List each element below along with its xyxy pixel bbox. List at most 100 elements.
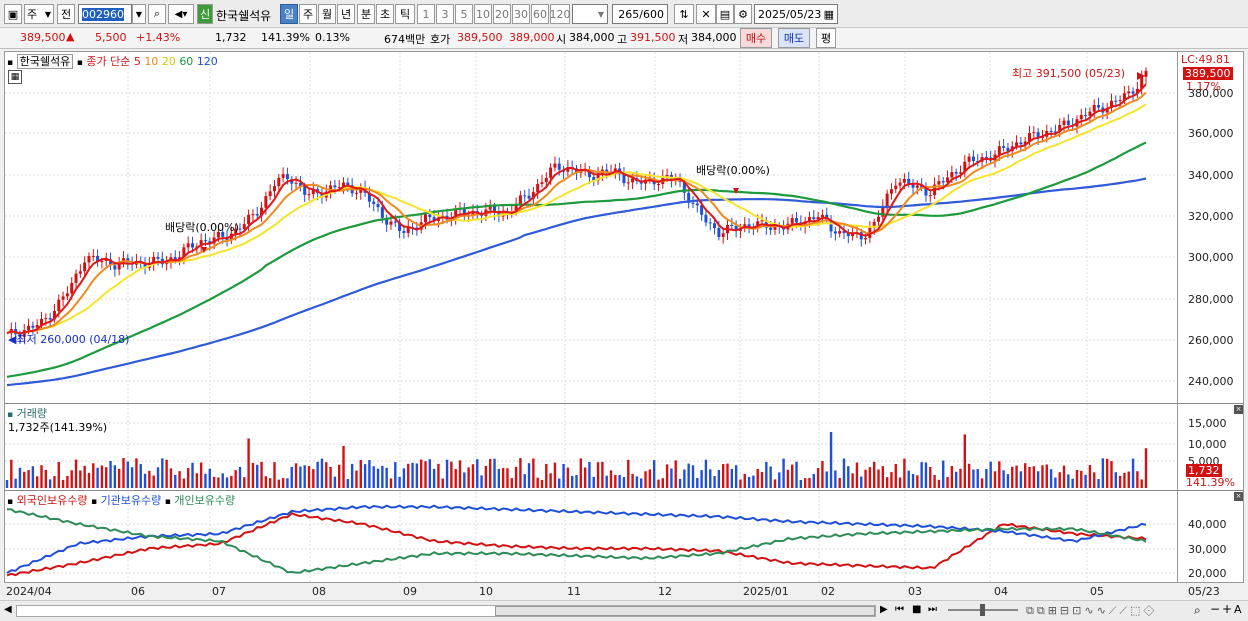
volume-bar [1019, 471, 1023, 488]
volume-bar [596, 462, 600, 488]
zoom-search-icon[interactable]: ⌕ [1194, 603, 1201, 617]
volume-bar [191, 462, 194, 488]
close-icon[interactable]: × [1234, 405, 1243, 414]
interval-120[interactable]: 120 [550, 4, 571, 24]
tab-day[interactable]: 일 [280, 4, 298, 24]
crosshair-icon[interactable]: ✕ [696, 4, 716, 24]
tab-year[interactable]: 년 [337, 4, 355, 24]
count-input[interactable]: 265/600 [612, 4, 668, 24]
candle-body [311, 189, 315, 195]
volume-bar [480, 475, 483, 488]
drawing-tools-icon[interactable]: ⧉⧉⊞⊟⊡∿∿⟋⟋⬚⟐ [1026, 604, 1158, 617]
period-select[interactable]: 주 ▼ [24, 4, 54, 24]
zoom-slider[interactable] [948, 604, 1018, 616]
chevron-down-icon[interactable]: ▼ [132, 4, 146, 24]
forward-icon[interactable]: ⏭ [928, 604, 937, 615]
x-label: 05/23 [1188, 585, 1220, 598]
stock-legend-name[interactable]: 한국쉘석유 [16, 54, 74, 69]
toolbar: ▣ 주 ▼ 전 002960 ▼ ⌕ ◀▾ 신 한국쉘석유 일 주 월 년 분 초… [0, 0, 1248, 28]
rewind-icon[interactable]: ⏮ [895, 604, 904, 615]
candle-body [631, 178, 635, 183]
candle-body [423, 214, 427, 223]
volume-bar [985, 469, 988, 488]
scroll-right-icon[interactable]: ▶ [880, 604, 888, 615]
volume-bar [622, 477, 626, 488]
interval-60[interactable]: 60 [531, 4, 549, 24]
volume-bar [489, 459, 492, 488]
stop-icon[interactable]: ■ [912, 604, 922, 615]
last-volume-tag: 1,732 [1186, 464, 1222, 477]
volume-bar [670, 468, 673, 488]
volume-bar [1058, 472, 1061, 488]
candle-body [242, 224, 246, 230]
interval-10[interactable]: 10 [474, 4, 492, 24]
candle-body [303, 186, 307, 195]
scroll-left-icon[interactable]: ◀ [4, 604, 12, 615]
zoom-out-icon[interactable]: − [1210, 602, 1221, 616]
save-icon[interactable]: ▤ [716, 4, 734, 24]
zoom-in-icon[interactable]: + [1222, 602, 1233, 616]
volume-bar [18, 467, 22, 488]
tab-second[interactable]: 초 [376, 4, 394, 24]
chart-area[interactable] [4, 51, 1178, 583]
grid-toggle-icon[interactable]: ▦ [8, 70, 22, 84]
lc-label: LC:49.81 [1181, 53, 1231, 66]
tab-tick[interactable]: 틱 [395, 4, 415, 24]
interval-5[interactable]: 5 [455, 4, 473, 24]
close-icon[interactable]: × [1234, 492, 1243, 501]
volume-bar [1067, 474, 1070, 488]
candle-body [656, 184, 660, 186]
volume-bar [782, 458, 785, 488]
candle-body [687, 192, 691, 203]
tab-minute[interactable]: 분 [357, 4, 375, 24]
volume-bar [903, 458, 906, 488]
y-tick: 260,000 [1188, 334, 1234, 347]
chart-type-icon[interactable]: ⇅ [674, 4, 694, 24]
buy-button[interactable]: 매수 [740, 28, 772, 48]
candle-body [285, 174, 289, 180]
volume-bar [609, 470, 613, 488]
font-size-icon[interactable]: A [1234, 603, 1242, 616]
zoom-slider-handle[interactable] [980, 604, 985, 616]
window-icon[interactable]: ▣ [4, 4, 22, 24]
volume-bar [454, 469, 457, 488]
gear-icon[interactable]: ⚙ [734, 4, 752, 24]
volume-bar [868, 467, 872, 488]
panel-divider[interactable] [4, 403, 1244, 404]
x-label: 03 [908, 585, 922, 598]
interval-30[interactable]: 30 [512, 4, 530, 24]
interval-1[interactable]: 1 [417, 4, 435, 24]
candle-body [83, 262, 87, 272]
prev-button[interactable]: 전 [57, 4, 75, 24]
tab-month[interactable]: 월 [318, 4, 336, 24]
volume-bar [1110, 461, 1113, 488]
ma20-label: 20 [161, 55, 176, 68]
volume-bar [1123, 472, 1126, 488]
candle-body [1028, 133, 1032, 142]
custom-interval-select[interactable]: ▼ [572, 4, 608, 24]
ma20-line [6, 103, 1147, 335]
panel-divider[interactable] [4, 490, 1244, 491]
volume-bar [165, 459, 168, 488]
high-annotation: 최고 391,500 (05/23) [1012, 67, 1126, 80]
sell-button[interactable]: 매도 [778, 28, 810, 48]
volume-bar [143, 473, 147, 488]
tab-week[interactable]: 주 [299, 4, 317, 24]
interval-3[interactable]: 3 [436, 4, 454, 24]
scrollbar-track[interactable] [16, 605, 876, 617]
avg-button[interactable]: 평 [816, 28, 836, 48]
ma120-line [6, 177, 1147, 387]
candle-body [842, 230, 846, 233]
search-icon[interactable]: ⌕ [148, 4, 166, 24]
volume-bar [553, 462, 557, 488]
candle-body [851, 232, 855, 237]
speaker-icon[interactable]: ◀▾ [168, 4, 194, 24]
candle-body [199, 240, 203, 247]
interval-20[interactable]: 20 [493, 4, 511, 24]
code-input[interactable]: 002960 [78, 4, 132, 24]
date-input[interactable]: 2025/05/23 ▦ [754, 4, 838, 24]
y-tick: 30,000 [1188, 543, 1227, 556]
scrollbar-thumb[interactable] [495, 606, 875, 616]
volume-bar [795, 461, 798, 488]
